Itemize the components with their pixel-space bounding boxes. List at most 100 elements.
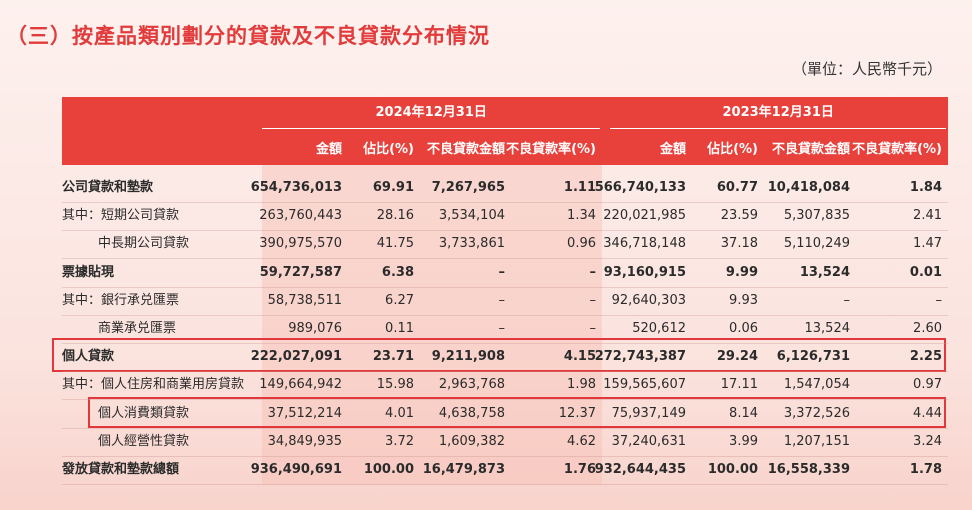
row-label: 個人經營性貸款 bbox=[98, 433, 190, 449]
cell: 3.99 bbox=[729, 433, 758, 449]
column-header: 不良貸款率(%) bbox=[852, 142, 942, 157]
cell: 4,638,758 bbox=[438, 405, 505, 421]
cell: 0.97 bbox=[913, 377, 942, 393]
cell: – bbox=[498, 321, 506, 336]
cell: 2.41 bbox=[913, 208, 942, 224]
row-rule bbox=[62, 202, 948, 203]
cell: 4.01 bbox=[385, 405, 414, 421]
cell: 6,126,731 bbox=[776, 349, 850, 365]
cell: 159,565,607 bbox=[603, 377, 686, 393]
cell: 149,664,942 bbox=[259, 377, 342, 393]
cell: 220,021,985 bbox=[603, 208, 686, 224]
cell: 93,160,915 bbox=[603, 264, 686, 280]
cell: 1.47 bbox=[913, 236, 942, 252]
cell: 1.34 bbox=[567, 208, 596, 224]
cell: 346,718,148 bbox=[603, 236, 686, 252]
cell: 263,760,443 bbox=[259, 208, 342, 224]
cell: 10,418,084 bbox=[767, 180, 850, 195]
cell: 9,211,908 bbox=[431, 349, 505, 365]
cell: 13,524 bbox=[799, 264, 850, 280]
row-rule bbox=[62, 427, 948, 429]
cell: 9.93 bbox=[729, 292, 758, 308]
column-header: 金額 bbox=[659, 142, 686, 157]
cell: 2,963,768 bbox=[438, 377, 505, 393]
row-label: 中長期公司貸款 bbox=[98, 236, 190, 252]
cell: 16,558,339 bbox=[767, 462, 850, 477]
cell: 60.77 bbox=[716, 180, 758, 195]
cell: 23.71 bbox=[372, 349, 414, 365]
row-rule bbox=[62, 343, 948, 344]
cell: 3,372,526 bbox=[783, 405, 850, 421]
cell: 12.37 bbox=[558, 405, 596, 421]
table-header bbox=[62, 97, 948, 165]
cell: 8.14 bbox=[729, 405, 758, 421]
cell: – bbox=[589, 292, 597, 308]
cell: 37.18 bbox=[720, 236, 758, 252]
header-rule bbox=[262, 128, 600, 129]
cell: 23.59 bbox=[720, 208, 758, 224]
year-header: 2024年12月31日 bbox=[375, 105, 487, 120]
cell: 100.00 bbox=[707, 462, 758, 477]
column-header: 金額 bbox=[315, 142, 342, 157]
cell: 16,479,873 bbox=[422, 462, 505, 477]
cell: 7,267,965 bbox=[431, 180, 505, 195]
column-header: 不良貸款金額 bbox=[771, 142, 850, 157]
cell: 1.11 bbox=[563, 180, 596, 195]
cell: 3,733,861 bbox=[438, 236, 505, 252]
cell: 1,207,151 bbox=[783, 433, 850, 449]
cell: 2.25 bbox=[909, 349, 942, 365]
cell: 1,547,054 bbox=[783, 377, 850, 393]
header-rule bbox=[610, 128, 946, 129]
cell: 936,490,691 bbox=[250, 462, 342, 477]
cell: 4.62 bbox=[567, 433, 596, 449]
cell: 4.15 bbox=[563, 349, 596, 365]
cell: 4.44 bbox=[913, 405, 942, 421]
column-header: 佔比(%) bbox=[707, 142, 758, 157]
cell: 100.00 bbox=[363, 462, 414, 477]
cell: 0.96 bbox=[567, 236, 596, 252]
row-label: 其中：個人住房和商業用房貸款 bbox=[62, 377, 245, 393]
row-label: 發放貸款和墊款總額 bbox=[62, 462, 180, 477]
cell: 69.91 bbox=[372, 180, 414, 195]
cell: 75,937,149 bbox=[611, 405, 686, 421]
row-rule bbox=[62, 484, 948, 485]
cell: 17.11 bbox=[720, 377, 758, 393]
row-rule bbox=[62, 230, 948, 232]
cell: – bbox=[498, 264, 506, 280]
cell: 566,740,133 bbox=[594, 180, 686, 195]
cell: 2.60 bbox=[913, 321, 942, 336]
year-header: 2023年12月31日 bbox=[722, 105, 834, 120]
cell: 3,534,104 bbox=[438, 208, 505, 224]
cell: 3.24 bbox=[913, 433, 942, 449]
cell: 37,512,214 bbox=[267, 405, 342, 421]
row-rule bbox=[62, 455, 948, 457]
cell: 6.27 bbox=[385, 292, 414, 308]
row-rule bbox=[62, 314, 948, 316]
cell: 28.16 bbox=[376, 208, 414, 224]
cell: 15.98 bbox=[376, 377, 414, 393]
cell: 34,849,935 bbox=[267, 433, 342, 449]
cell: 6.38 bbox=[381, 264, 414, 280]
row-label: 個人消費類貸款 bbox=[98, 405, 190, 421]
column-header: 不良貸款率(%) bbox=[506, 142, 596, 157]
row-label: 商業承兑匯票 bbox=[98, 321, 177, 336]
cell: 5,307,835 bbox=[783, 208, 850, 224]
cell: – bbox=[589, 321, 597, 336]
cell: – bbox=[589, 264, 597, 280]
row-rule bbox=[62, 399, 948, 401]
cell: 272,743,387 bbox=[594, 349, 686, 365]
row-label: 票據貼現 bbox=[62, 264, 115, 280]
cell: 0.11 bbox=[385, 321, 414, 336]
column-header: 佔比(%) bbox=[363, 142, 414, 157]
cell: 41.75 bbox=[376, 236, 414, 252]
row-label: 公司貸款和墊款 bbox=[62, 180, 154, 195]
row-label: 其中：短期公司貸款 bbox=[62, 208, 180, 224]
cell: 654,736,013 bbox=[250, 180, 342, 195]
cell: 59,727,587 bbox=[259, 264, 342, 280]
cell: 13,524 bbox=[804, 321, 851, 336]
cell: 58,738,511 bbox=[267, 292, 342, 308]
column-band bbox=[262, 165, 602, 485]
cell: 1,609,382 bbox=[438, 433, 505, 449]
row-rule bbox=[62, 371, 948, 373]
